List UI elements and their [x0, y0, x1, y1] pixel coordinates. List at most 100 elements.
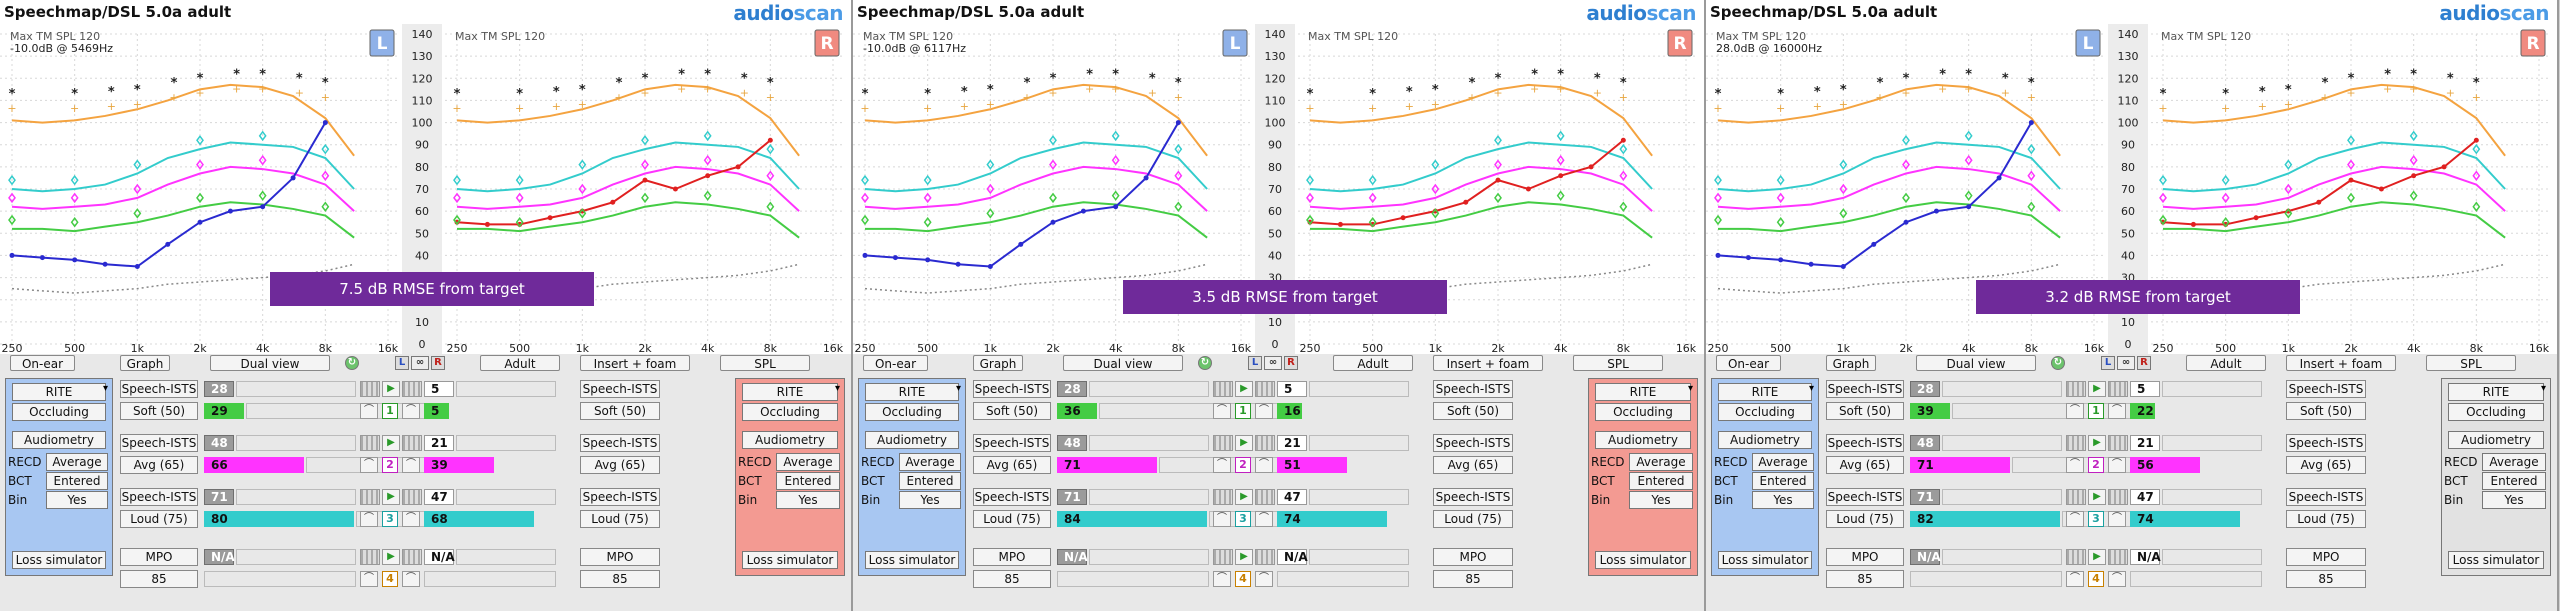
play-icon[interactable]: ▶ — [1235, 489, 1253, 505]
grid-icon[interactable] — [2108, 489, 2128, 505]
refresh-icon[interactable]: ↻ — [2051, 356, 2065, 370]
grid-icon[interactable] — [1255, 435, 1275, 451]
insert-foam-selector[interactable]: Insert + foam — [2286, 355, 2396, 371]
curve-number[interactable]: 3 — [2088, 511, 2104, 527]
play-icon[interactable]: ▶ — [1235, 549, 1253, 565]
play-icon[interactable]: ▶ — [1235, 435, 1253, 451]
curve-icon[interactable]: ⌒ — [1213, 403, 1231, 419]
grid-icon[interactable] — [2066, 549, 2086, 565]
vent-select[interactable]: Occluding — [12, 403, 106, 421]
grid-icon[interactable] — [1255, 549, 1275, 565]
curve-number[interactable]: 4 — [382, 571, 398, 587]
right-level-label[interactable]: 85 — [1433, 570, 1513, 588]
curve-icon[interactable]: ⌒ — [360, 571, 378, 587]
loss-simulator-button[interactable]: Loss simulator — [12, 551, 106, 569]
right-level-label[interactable]: 85 — [2286, 570, 2366, 588]
style-select[interactable]: RITE — [742, 383, 838, 401]
loss-simulator-button[interactable]: Loss simulator — [2448, 551, 2544, 569]
binaural-icon[interactable]: ∞ — [411, 356, 429, 370]
right-level-label[interactable]: Soft (50) — [2286, 402, 2366, 420]
curve-icon[interactable]: ⌒ — [2066, 403, 2084, 419]
curve-number[interactable]: 2 — [1235, 457, 1251, 473]
style-select[interactable]: RITE — [12, 383, 106, 401]
left-ear-toggle[interactable]: L — [395, 356, 409, 370]
grid-icon[interactable] — [2108, 381, 2128, 397]
grid-icon[interactable] — [1213, 549, 1233, 565]
grid-icon[interactable] — [2066, 489, 2086, 505]
play-icon[interactable]: ▶ — [2088, 489, 2106, 505]
curve-number[interactable]: 1 — [1235, 403, 1251, 419]
audiometry-button[interactable]: Audiometry — [12, 431, 106, 449]
right-stimulus-label[interactable]: Speech-ISTS — [580, 434, 660, 452]
adult-selector[interactable]: Adult — [1333, 355, 1413, 371]
left-level-label[interactable]: Avg (65) — [1826, 456, 1904, 474]
style-select[interactable]: RITE — [1595, 383, 1691, 401]
left-stimulus-label[interactable]: Speech-ISTS — [120, 380, 198, 398]
on-ear-selector[interactable]: On-ear — [10, 355, 75, 371]
left-stimulus-label[interactable]: Speech-ISTS — [973, 434, 1051, 452]
right-stimulus-label[interactable]: Speech-ISTS — [2286, 434, 2366, 452]
loss-simulator-button[interactable]: Loss simulator — [742, 551, 838, 569]
play-icon[interactable]: ▶ — [2088, 435, 2106, 451]
right-level-label[interactable]: Loud (75) — [1433, 510, 1513, 528]
right-stimulus-label[interactable]: Speech-ISTS — [1433, 380, 1513, 398]
right-level-label[interactable]: Avg (65) — [580, 456, 660, 474]
curve-icon[interactable]: ⌒ — [2108, 511, 2126, 527]
right-stimulus-label[interactable]: Speech-ISTS — [580, 380, 660, 398]
left-level-label[interactable]: Soft (50) — [1826, 402, 1904, 420]
right-level-label[interactable]: Loud (75) — [580, 510, 660, 528]
right-stimulus-label[interactable]: MPO — [2286, 548, 2366, 566]
refresh-icon[interactable]: ↻ — [1198, 356, 1212, 370]
right-level-label[interactable]: Avg (65) — [1433, 456, 1513, 474]
curve-icon[interactable]: ⌒ — [1213, 571, 1231, 587]
loss-simulator-button[interactable]: Loss simulator — [1718, 551, 1812, 569]
left-stimulus-label[interactable]: MPO — [1826, 548, 1904, 566]
right-ear-toggle[interactable]: R — [2137, 356, 2151, 370]
spl-selector[interactable]: SPL — [1573, 355, 1663, 371]
grid-icon[interactable] — [2066, 435, 2086, 451]
graph-selector[interactable]: Graph — [973, 355, 1023, 371]
grid-icon[interactable] — [1255, 381, 1275, 397]
left-stimulus-label[interactable]: Speech-ISTS — [1826, 488, 1904, 506]
grid-icon[interactable] — [2066, 381, 2086, 397]
play-icon[interactable]: ▶ — [1235, 381, 1253, 397]
curve-icon[interactable]: ⌒ — [1213, 457, 1231, 473]
loss-simulator-button[interactable]: Loss simulator — [1595, 551, 1691, 569]
left-level-label[interactable]: Avg (65) — [973, 456, 1051, 474]
curve-icon[interactable]: ⌒ — [402, 403, 420, 419]
curve-number[interactable]: 2 — [2088, 457, 2104, 473]
on-ear-selector[interactable]: On-ear — [1716, 355, 1781, 371]
grid-icon[interactable] — [2108, 549, 2128, 565]
grid-icon[interactable] — [2108, 435, 2128, 451]
play-icon[interactable]: ▶ — [2088, 381, 2106, 397]
grid-icon[interactable] — [1213, 381, 1233, 397]
insert-foam-selector[interactable]: Insert + foam — [580, 355, 690, 371]
style-select[interactable]: RITE — [2448, 383, 2544, 401]
curve-number[interactable]: 4 — [2088, 571, 2104, 587]
left-stimulus-label[interactable]: Speech-ISTS — [973, 380, 1051, 398]
right-stimulus-label[interactable]: Speech-ISTS — [1433, 434, 1513, 452]
vent-select[interactable]: Occluding — [2448, 403, 2544, 421]
on-ear-selector[interactable]: On-ear — [863, 355, 928, 371]
left-stimulus-label[interactable]: Speech-ISTS — [120, 434, 198, 452]
audiometry-button[interactable]: Audiometry — [742, 431, 838, 449]
grid-icon[interactable] — [360, 435, 380, 451]
audiometry-button[interactable]: Audiometry — [2448, 431, 2544, 449]
curve-icon[interactable]: ⌒ — [402, 571, 420, 587]
left-level-label[interactable]: 85 — [1826, 570, 1904, 588]
grid-icon[interactable] — [360, 549, 380, 565]
vent-select[interactable]: Occluding — [1718, 403, 1812, 421]
left-level-label[interactable]: Avg (65) — [120, 456, 198, 474]
curve-number[interactable]: 1 — [2088, 403, 2104, 419]
curve-icon[interactable]: ⌒ — [402, 457, 420, 473]
grid-icon[interactable] — [402, 549, 422, 565]
curve-icon[interactable]: ⌒ — [1255, 571, 1273, 587]
right-stimulus-label[interactable]: MPO — [580, 548, 660, 566]
right-level-label[interactable]: Soft (50) — [1433, 402, 1513, 420]
left-level-label[interactable]: Loud (75) — [120, 510, 198, 528]
adult-selector[interactable]: Adult — [2186, 355, 2266, 371]
right-level-label[interactable]: Avg (65) — [2286, 456, 2366, 474]
right-stimulus-label[interactable]: Speech-ISTS — [2286, 380, 2366, 398]
spl-selector[interactable]: SPL — [720, 355, 810, 371]
dual-view-selector[interactable]: Dual view — [210, 355, 330, 371]
